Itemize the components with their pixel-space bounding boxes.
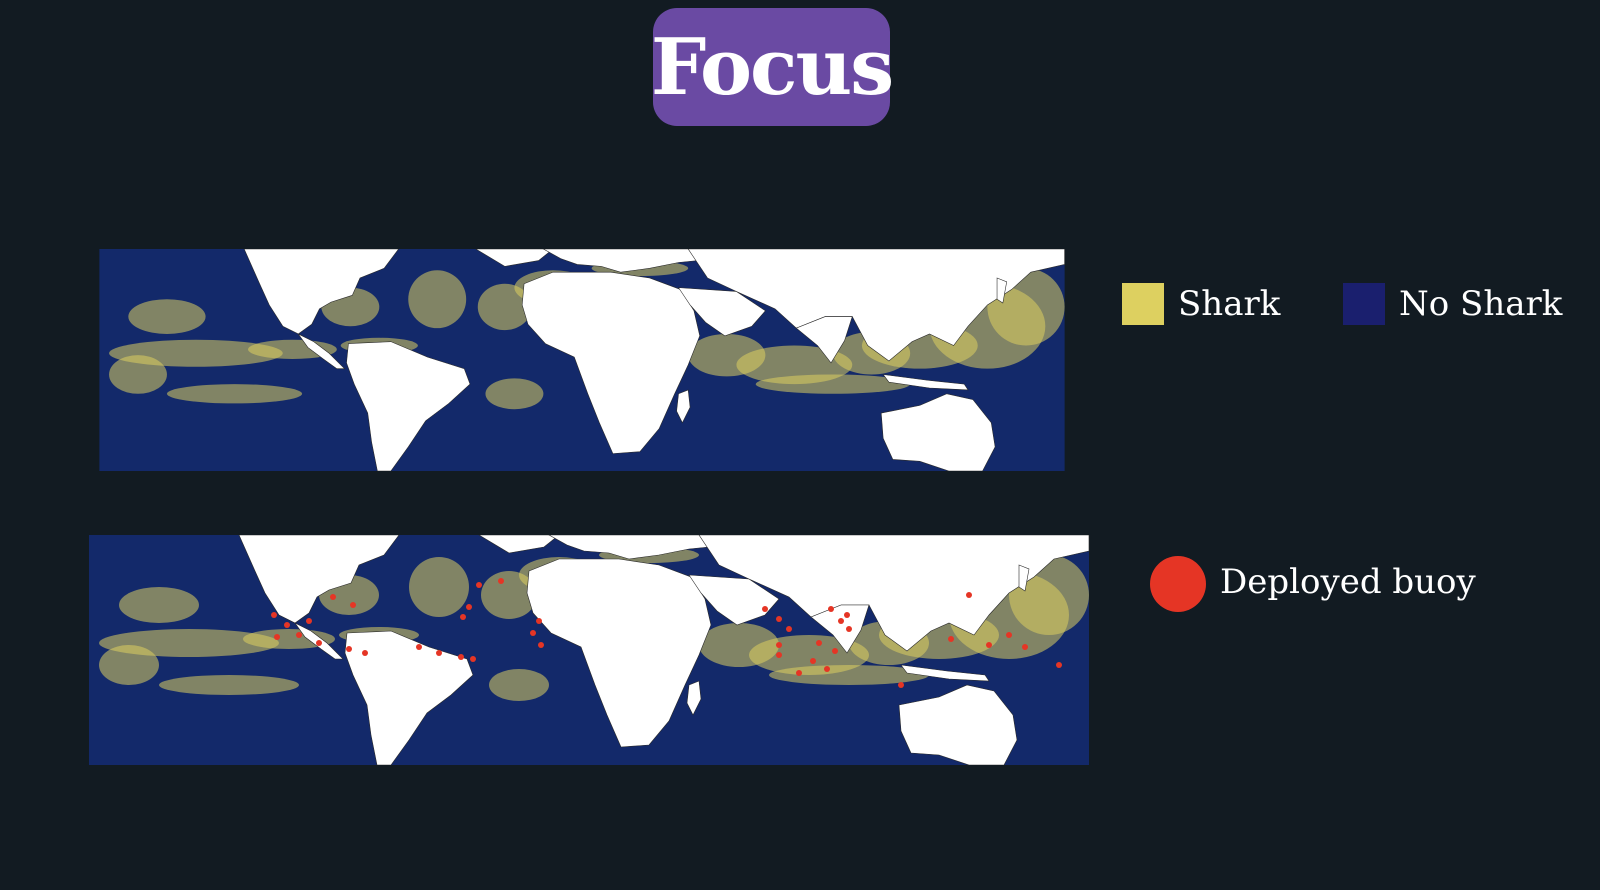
buoy-marker	[271, 612, 277, 618]
buoy-marker	[776, 642, 782, 648]
shark-heat-blob	[769, 665, 929, 685]
shark-heat-blob	[409, 557, 469, 617]
buoy-marker	[824, 666, 830, 672]
buoy-marker	[776, 616, 782, 622]
buoy-marker	[1056, 662, 1062, 668]
africa-landmass	[526, 558, 712, 748]
buoy-marker	[306, 618, 312, 624]
title-banner: Focus	[650, 8, 894, 126]
buoy-marker	[828, 606, 834, 612]
greenland-landmass	[475, 249, 554, 267]
buoy-marker	[530, 630, 536, 636]
buoy-marker	[986, 642, 992, 648]
madagascar-landmass	[676, 389, 691, 424]
buoy-marker	[466, 604, 472, 610]
buoy-marker	[470, 656, 476, 662]
shark-map-with-buoys	[87, 535, 1091, 765]
buoy-marker	[898, 682, 904, 688]
india-landmass	[795, 316, 853, 364]
buoy-marker	[460, 614, 466, 620]
buoy-marker	[816, 640, 822, 646]
no-shark-swatch	[1343, 283, 1385, 325]
shark-heat-blob	[408, 270, 467, 329]
south-america-landmass	[344, 630, 474, 765]
shark-heat-blob	[99, 645, 159, 685]
shark-heat-blob	[755, 374, 911, 394]
buoy-marker	[1022, 644, 1028, 650]
buoy-marker	[416, 644, 422, 650]
arabia-landmass	[688, 574, 780, 626]
japan-landmass	[1018, 564, 1030, 592]
shark-heat-blob	[109, 355, 167, 394]
buoy-marker	[536, 618, 542, 624]
buoy-marker	[274, 634, 280, 640]
buoy-marker	[846, 626, 852, 632]
buoy-markers	[271, 578, 1062, 688]
buoy-marker	[810, 658, 816, 664]
buoy-marker	[476, 582, 482, 588]
buoy-marker	[458, 654, 464, 660]
buoy-marker	[362, 650, 368, 656]
buoy-marker	[538, 642, 544, 648]
land-layer	[238, 535, 1090, 765]
buoy-marker	[284, 622, 290, 628]
buoy-marker	[838, 618, 844, 624]
buoy-marker	[346, 646, 352, 652]
buoy-marker	[330, 594, 336, 600]
buoy-legend-icon	[1150, 556, 1206, 612]
asia-landmass	[698, 535, 1090, 652]
buoy-marker	[844, 612, 850, 618]
shark-heat-blob	[477, 283, 532, 331]
shark-heat-blob	[489, 669, 549, 701]
buoy-marker	[1006, 632, 1012, 638]
north-america-landmass	[243, 249, 399, 335]
shark-probability-map	[87, 249, 1077, 471]
shark-heat-blob	[485, 378, 544, 410]
buoy-marker	[498, 578, 504, 584]
indonesia-landmass	[882, 374, 969, 391]
japan-landmass	[996, 277, 1008, 304]
greenland-landmass	[478, 535, 560, 554]
land-layer	[243, 249, 1065, 471]
south-america-landmass	[346, 341, 471, 471]
shark-heat-blob	[159, 675, 299, 695]
buoy-marker	[762, 606, 768, 612]
buoy-marker	[296, 632, 302, 638]
shark-legend-label: Shark	[1178, 284, 1281, 324]
buoy-marker	[436, 650, 442, 656]
buoy-marker	[832, 648, 838, 654]
africa-landmass	[521, 271, 701, 454]
indonesia-landmass	[900, 664, 990, 682]
australia-landmass	[880, 393, 996, 471]
buoy-marker	[350, 602, 356, 608]
buoy-marker	[786, 626, 792, 632]
central-america-landmass	[297, 333, 346, 369]
shark-heat-blob	[128, 299, 206, 334]
australia-landmass	[898, 684, 1018, 765]
buoy-marker	[316, 640, 322, 646]
madagascar-landmass	[686, 680, 702, 716]
shark-heat-blob	[119, 587, 199, 623]
buoy-marker	[948, 636, 954, 642]
map1-svg	[99, 249, 1065, 471]
buoy-legend-label: Deployed buoy	[1220, 562, 1476, 602]
shark-heat-blob	[736, 345, 853, 385]
map2-svg	[89, 535, 1090, 765]
buoy-marker	[966, 592, 972, 598]
asia-landmass	[687, 249, 1065, 362]
buoy-marker	[796, 670, 802, 676]
no-shark-legend-label: No Shark	[1399, 284, 1563, 324]
india-landmass	[810, 604, 870, 654]
north-america-landmass	[238, 535, 400, 624]
page-title: Focus	[650, 21, 894, 113]
shark-heat-blob	[481, 571, 537, 619]
buoy-marker	[776, 652, 782, 658]
shark-heat-blob	[166, 384, 303, 404]
arabia-landmass	[677, 287, 766, 337]
shark-swatch	[1122, 283, 1164, 325]
